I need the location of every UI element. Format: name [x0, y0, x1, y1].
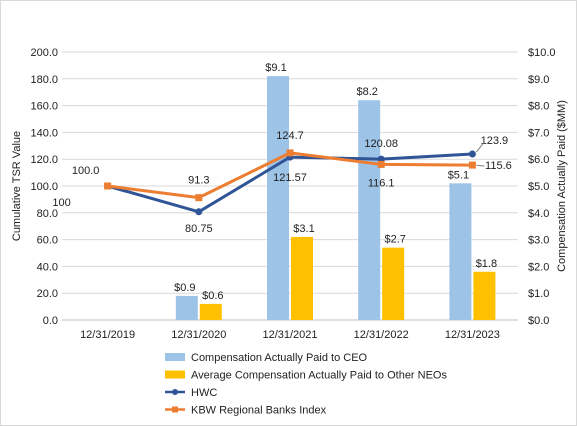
x-tick-label: 12/31/2020 [171, 329, 226, 341]
legend-label: KBW Regional Banks Index [191, 405, 327, 417]
line-point [468, 161, 476, 169]
line-data-label: 123.9 [481, 135, 509, 147]
y-right-tick-label: $8.0 [528, 101, 549, 113]
line-data-label: 121.57 [273, 172, 307, 184]
y-right-tick-label: $9.0 [528, 74, 549, 86]
y-left-tick-label: 80.0 [37, 208, 58, 220]
bar [291, 236, 313, 320]
bar-data-label: $0.9 [174, 282, 195, 294]
line-data-label: 116.1 [368, 177, 395, 189]
bar-data-label: $8.2 [356, 86, 377, 98]
bar-data-label: $0.6 [202, 290, 223, 302]
line-data-label: 91.3 [188, 175, 209, 187]
line-point [286, 149, 294, 157]
line-data-label: 100.0 [72, 165, 100, 177]
line-data-label: 80.75 [185, 223, 213, 235]
y-left-tick-label: 180.0 [30, 74, 58, 86]
line-data-label: 124.7 [276, 130, 304, 142]
x-tick-label: 12/31/2022 [354, 329, 409, 341]
bar [382, 247, 405, 320]
y-left-tick-label: 100.0 [30, 181, 58, 193]
x-tick-label: 12/31/2021 [262, 329, 317, 341]
x-tick-label: 12/31/2019 [80, 329, 135, 341]
y-right-tick-label: $2.0 [528, 261, 549, 273]
y-right-tick-label: $4.0 [528, 208, 549, 220]
legend-label: HWC [191, 387, 217, 399]
line-point [195, 194, 203, 202]
bar-data-label: $9.1 [265, 62, 286, 74]
line-data-label: 120.08 [364, 138, 398, 150]
y-left-tick-label: 20.0 [37, 288, 58, 300]
y-right-tick-label: $5.0 [528, 181, 549, 193]
line-data-label: 115.6 [485, 160, 512, 172]
bar-data-label: $3.1 [293, 223, 314, 235]
line-point [195, 208, 203, 216]
bar-data-label: $2.7 [384, 234, 405, 246]
y-right-tick-label: $10.0 [528, 47, 556, 59]
legend-label: Average Compensation Actually Paid to Ot… [191, 370, 447, 382]
y-left-tick-label: 160.0 [30, 101, 58, 113]
y-left-tick-label: 200.0 [30, 47, 58, 59]
y-left-tick-label: 60.0 [37, 235, 58, 247]
bar [199, 303, 222, 320]
label-leader-line [476, 164, 485, 167]
bar [358, 100, 381, 321]
line-point [104, 182, 112, 190]
label-leader-line [476, 141, 485, 153]
bar-data-label: $1.8 [476, 258, 497, 270]
legend-marker [172, 389, 178, 395]
y-left-axis-title: Cumulative TSR Value [11, 131, 23, 241]
line-point [468, 150, 476, 158]
y-left-tick-label: 40.0 [37, 261, 58, 273]
y-left-tick-label: 140.0 [30, 127, 58, 139]
y-right-tick-label: $7.0 [528, 127, 549, 139]
x-tick-label: 12/31/2023 [445, 329, 500, 341]
legend-label: Compensation Actually Paid to CEO [191, 352, 368, 364]
y-right-tick-label: $0.0 [528, 315, 549, 327]
bar [449, 183, 472, 320]
y-left-tick-label: 0.0 [43, 315, 58, 327]
legend-swatch [165, 370, 185, 379]
bar [267, 76, 289, 321]
bar [473, 271, 496, 320]
line-point [377, 155, 385, 163]
bar [175, 295, 198, 320]
bar-data-label: $5.1 [448, 169, 469, 181]
y-right-tick-label: $6.0 [528, 154, 549, 166]
line-data-label: 100 [52, 197, 70, 209]
y-right-tick-label: $1.0 [528, 288, 549, 300]
legend-marker [172, 406, 178, 413]
legend-swatch [165, 353, 185, 361]
y-right-tick-label: $3.0 [528, 235, 549, 247]
y-left-tick-label: 120.0 [30, 154, 58, 166]
line-point [377, 160, 385, 168]
y-right-axis-title: Compensation Actually Paid ($MM) [556, 100, 568, 272]
